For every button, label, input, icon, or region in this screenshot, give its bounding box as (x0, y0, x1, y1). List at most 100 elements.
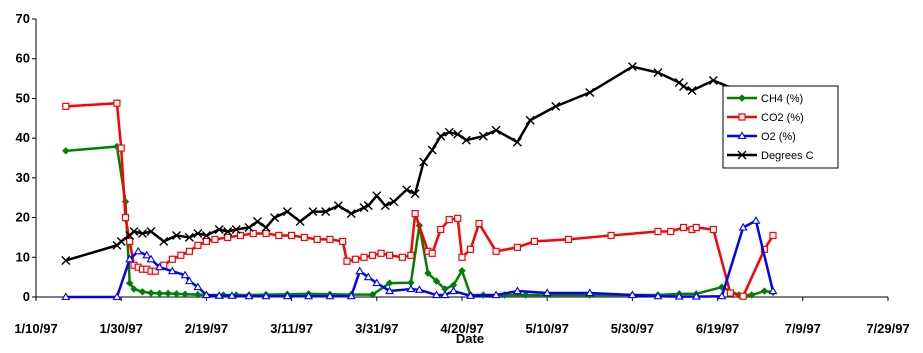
legend-item: Degrees C (727, 150, 814, 162)
data-point (262, 229, 270, 238)
data-point (377, 249, 385, 257)
data-point (112, 292, 122, 301)
data-point (253, 217, 263, 227)
y-tick-label: 50 (16, 90, 30, 105)
data-point (224, 233, 232, 242)
y-tick-label: 20 (16, 210, 30, 225)
series-o2 (61, 216, 778, 301)
legend-label: CO2 (%) (761, 112, 804, 124)
data-point (410, 189, 420, 199)
data-point (654, 227, 662, 236)
x-tick-label: 2/19/97 (185, 321, 228, 336)
data-point (475, 219, 483, 228)
y-tick-label: 30 (16, 170, 30, 185)
data-point (339, 237, 347, 245)
data-point (726, 289, 734, 297)
data-point (427, 145, 437, 155)
data-point (453, 129, 463, 139)
legend-label: CH4 (%) (761, 93, 803, 105)
data-point (445, 215, 453, 224)
data-point (407, 251, 415, 259)
data-point (126, 237, 134, 245)
data-point (326, 235, 334, 244)
data-point (346, 209, 356, 219)
legend-label: O2 (%) (761, 131, 796, 143)
data-point (146, 226, 156, 236)
data-point (325, 291, 335, 300)
x-tick-label: 1/30/97 (100, 321, 143, 336)
series-ch4 (62, 142, 777, 299)
data-point (627, 62, 637, 72)
data-point (380, 201, 390, 211)
x-tick-label: 3/31/97 (355, 321, 398, 336)
data-point (368, 251, 377, 259)
data-point (436, 131, 446, 141)
data-point (177, 251, 185, 259)
data-point (138, 228, 147, 238)
y-tick-label: 70 (16, 11, 30, 26)
data-point (155, 262, 164, 271)
data-point (282, 207, 292, 217)
data-point (194, 290, 202, 299)
data-point (491, 290, 501, 299)
data-point (607, 231, 615, 240)
data-point (236, 231, 245, 240)
data-point (227, 291, 237, 299)
data-point (525, 115, 535, 125)
data-point (679, 82, 689, 92)
data-point (146, 254, 156, 263)
data-point (437, 225, 445, 234)
data-point (432, 277, 441, 285)
data-point (181, 290, 189, 298)
x-tick-label: 5/30/97 (611, 321, 654, 336)
data-point (491, 125, 501, 135)
data-point (351, 255, 360, 263)
data-point (458, 267, 466, 275)
data-point (768, 286, 778, 295)
data-point (244, 223, 254, 232)
data-point (194, 241, 202, 249)
data-point (564, 235, 573, 244)
data-point (304, 291, 314, 300)
legend: CH4 (%) CO2 (%) O2 (%) Degrees C (722, 85, 839, 169)
data-point (133, 246, 143, 255)
data-point (585, 288, 595, 297)
data-point (214, 291, 224, 299)
data-point (360, 253, 368, 261)
x-tick-label: 6/19/97 (696, 321, 739, 336)
data-point (313, 235, 321, 244)
data-point (121, 213, 130, 222)
data-point (214, 224, 224, 234)
data-point (321, 207, 331, 217)
data-point (282, 291, 292, 300)
data-point (295, 217, 305, 227)
data-point (440, 290, 450, 299)
data-point (167, 266, 177, 275)
data-point (372, 278, 382, 287)
data-point (466, 291, 475, 299)
data-point (172, 290, 181, 298)
data-point (193, 228, 203, 238)
data-point (184, 232, 194, 242)
data-point (201, 230, 211, 240)
data-point (343, 257, 351, 265)
y-tick-label: 10 (16, 249, 30, 264)
data-point (368, 290, 377, 299)
data-point (385, 279, 394, 287)
data-point (129, 226, 139, 236)
data-point (747, 291, 756, 299)
data-point (385, 286, 395, 295)
data-point (223, 226, 233, 236)
series-line (65, 65, 765, 262)
data-point (492, 247, 500, 255)
data-point (244, 291, 254, 300)
data-point (61, 255, 71, 265)
data-point (419, 157, 429, 167)
data-point (513, 243, 521, 251)
data-point (478, 131, 488, 141)
data-point (653, 68, 663, 78)
data-point (363, 272, 373, 281)
data-point (300, 233, 308, 242)
data-point (692, 223, 700, 232)
data-point (691, 292, 701, 300)
